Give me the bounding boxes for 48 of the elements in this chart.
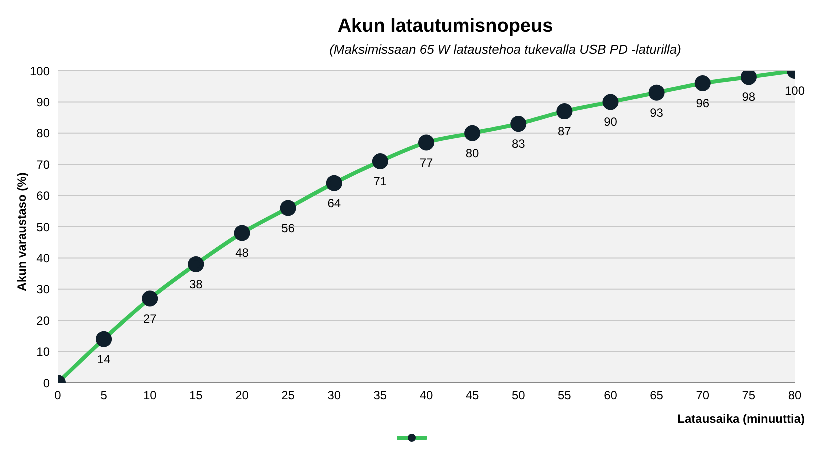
chart-title: Akun latautumisnopeus — [336, 16, 554, 38]
x-tick-label: 5 — [100, 388, 108, 403]
y-tick-label: 60 — [36, 189, 50, 204]
chart-subtitle: (Maksimissaan 65 W lataustehoa tukevalla USB PD -laturilla) — [328, 42, 682, 57]
data-label: 48 — [236, 246, 250, 260]
x-tick-label: 40 — [420, 388, 434, 403]
x-tick-label: 45 — [466, 388, 480, 403]
y-axis-title: Akun varaustaso (%) — [15, 172, 29, 292]
x-tick-label: 35 — [374, 388, 388, 403]
x-tick-label: 80 — [788, 388, 802, 403]
x-tick-label: 60 — [604, 388, 618, 403]
x-tick-label: 25 — [282, 388, 296, 403]
x-tick-label: 75 — [742, 388, 756, 403]
x-tick-label: 70 — [696, 388, 710, 403]
y-tick-label: 40 — [36, 251, 50, 266]
data-label: 90 — [604, 115, 618, 130]
data-label: 56 — [282, 221, 296, 236]
y-tick-label: 100 — [30, 64, 50, 78]
y-tick-label: 90 — [36, 95, 50, 110]
data-label: 71 — [374, 174, 388, 188]
data-label: 100 — [784, 84, 806, 98]
data-label: 64 — [328, 196, 342, 210]
y-tick-label: 70 — [36, 158, 50, 172]
x-tick-label: 0 — [54, 388, 62, 403]
y-tick-label: 20 — [36, 314, 50, 328]
data-label: 93 — [650, 106, 664, 120]
data-label: 38 — [190, 277, 204, 292]
x-tick-label: 15 — [190, 388, 204, 403]
x-tick-label: 20 — [236, 388, 250, 403]
data-label: 83 — [512, 137, 526, 152]
data-label: 14 — [97, 352, 112, 366]
data-label: 77 — [420, 156, 434, 170]
x-tick-label: 50 — [512, 388, 526, 403]
data-label: 96 — [696, 96, 710, 110]
data-label: 87 — [558, 124, 572, 139]
data-label: 27 — [143, 312, 158, 326]
x-axis-title: Latausaika (minuuttia) — [678, 412, 805, 426]
y-tick-label: 50 — [36, 220, 50, 234]
y-tick-label: 0 — [43, 376, 50, 390]
data-label: 98 — [742, 90, 756, 104]
y-tick-label: 10 — [36, 345, 50, 360]
x-tick-label: 55 — [558, 388, 572, 403]
y-tick-label: 80 — [36, 126, 50, 141]
x-tick-label: 65 — [650, 388, 664, 403]
x-tick-label: 10 — [143, 388, 158, 403]
y-tick-label: 30 — [36, 282, 50, 297]
data-label: 80 — [466, 146, 480, 160]
x-tick-label: 30 — [328, 388, 342, 403]
